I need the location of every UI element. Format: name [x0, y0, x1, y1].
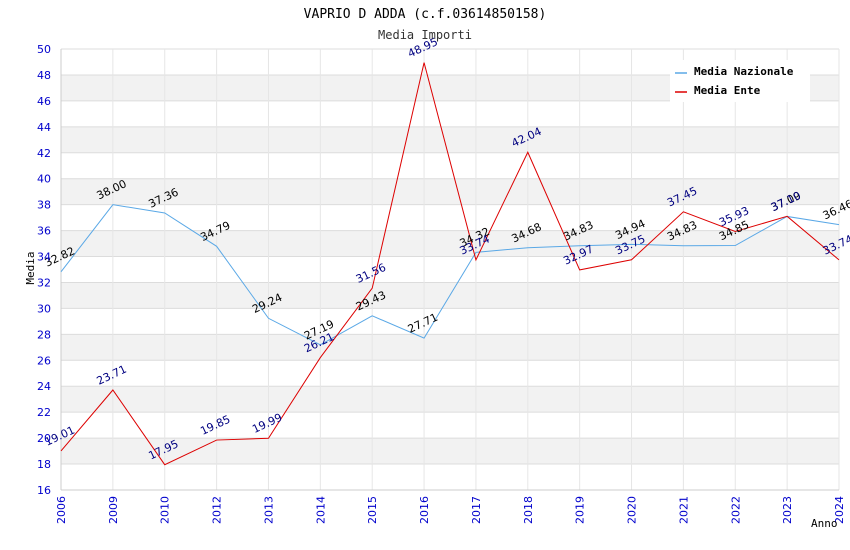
legend-label-media-nazionale: Media Nazionale: [694, 65, 794, 78]
x-tick-label: 2009: [107, 496, 120, 524]
grid-lines: [60, 48, 840, 491]
grid-band: [61, 230, 839, 257]
x-tick-label: 2023: [781, 496, 794, 524]
data-label: 23.71: [95, 363, 129, 388]
y-tick-label: 20: [37, 432, 51, 445]
series-line-media-ente: [60, 62, 840, 466]
x-tick-label: 2016: [418, 496, 431, 524]
legend-box: [670, 60, 810, 102]
y-tick-label: 46: [37, 95, 51, 108]
legend: Media Nazionale Media Ente: [670, 60, 810, 102]
legend-label-media-ente: Media Ente: [694, 84, 761, 97]
grid-band: [61, 386, 839, 413]
x-tick-label: 2012: [211, 496, 224, 524]
y-axis-label: Media: [24, 251, 37, 284]
axis-ticks: 1618202224262830323436384042444648502006…: [37, 43, 846, 524]
x-tick-label: 2024: [833, 496, 846, 524]
y-tick-label: 44: [37, 121, 51, 134]
y-tick-label: 40: [37, 173, 51, 186]
y-tick-label: 30: [37, 302, 51, 315]
y-tick-label: 32: [37, 276, 51, 289]
x-tick-label: 2010: [159, 496, 172, 524]
y-tick-label: 42: [37, 147, 51, 160]
y-tick-label: 18: [37, 458, 51, 471]
series-lines: [60, 62, 840, 466]
x-tick-label: 2019: [574, 496, 587, 524]
x-tick-label: 2021: [677, 496, 690, 524]
series-line-media-nazionale: [60, 204, 840, 346]
y-tick-label: 50: [37, 43, 51, 56]
y-tick-label: 36: [37, 225, 51, 238]
grid-band: [61, 334, 839, 361]
chart-subtitle: Media Importi: [378, 28, 472, 42]
grid-band: [61, 178, 839, 205]
data-label: 19.85: [198, 413, 232, 438]
y-tick-label: 16: [37, 484, 51, 497]
y-tick-label: 26: [37, 354, 51, 367]
y-tick-label: 48: [37, 69, 51, 82]
y-tick-label: 22: [37, 406, 51, 419]
y-tick-label: 34: [37, 251, 51, 264]
x-tick-label: 2022: [729, 496, 742, 524]
x-tick-label: 2020: [626, 496, 639, 524]
grid-band: [61, 438, 839, 465]
y-tick-label: 28: [37, 328, 51, 341]
x-tick-label: 2006: [55, 496, 68, 524]
chart-title: VAPRIO D ADDA (c.f.03614850158): [304, 7, 547, 22]
x-tick-label: 2017: [470, 496, 483, 524]
data-label: 27.71: [406, 311, 440, 336]
data-label: 19.99: [250, 411, 284, 436]
y-tick-label: 24: [37, 380, 51, 393]
x-tick-label: 2013: [262, 496, 275, 524]
x-axis-label: Anno: [811, 517, 838, 530]
grid-band: [61, 126, 839, 153]
x-tick-label: 2015: [366, 496, 379, 524]
x-tick-label: 2014: [314, 496, 327, 524]
y-tick-label: 38: [37, 199, 51, 212]
grid-bands: [61, 74, 839, 465]
x-tick-label: 2018: [522, 496, 535, 524]
